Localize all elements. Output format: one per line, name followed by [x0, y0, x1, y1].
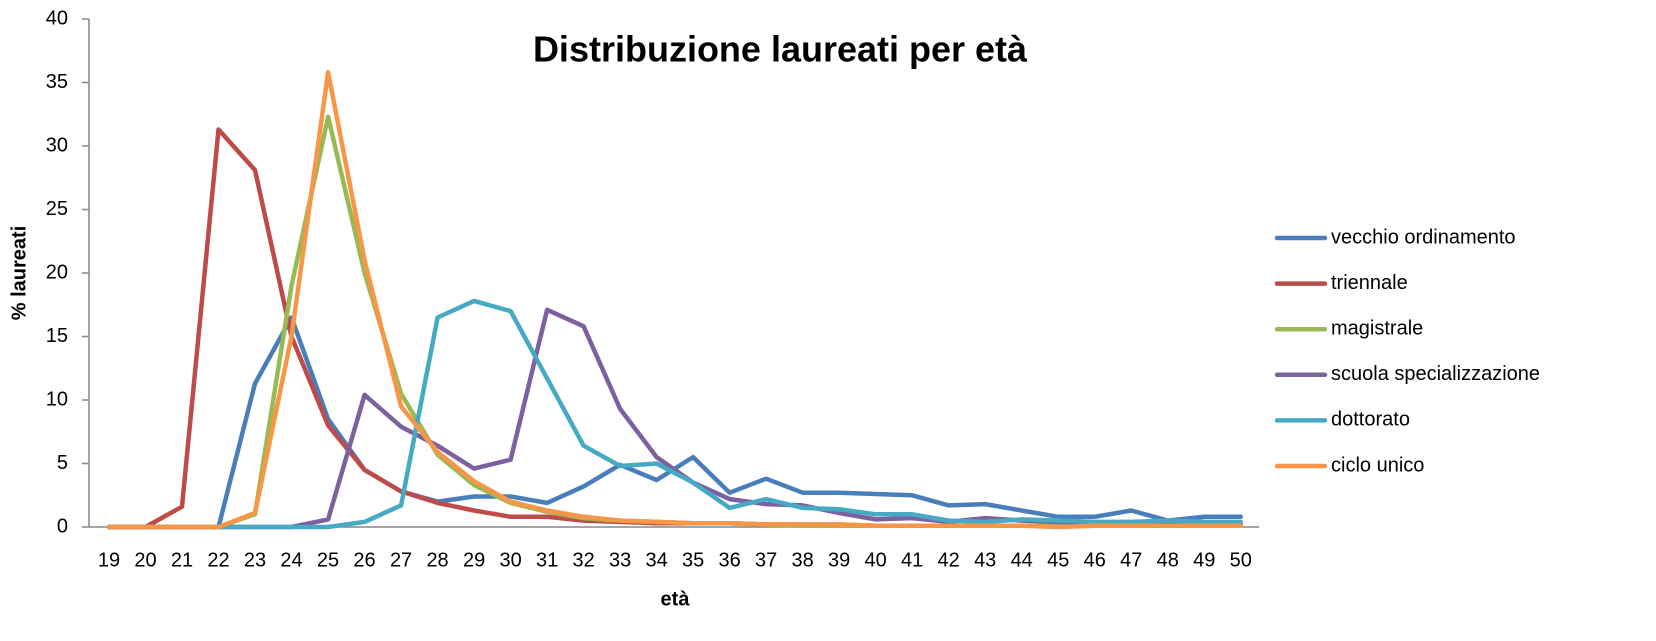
y-tick-label: 20 — [46, 261, 68, 283]
x-tick-label: 22 — [207, 549, 229, 571]
legend-label: scuola specializzazione — [1331, 363, 1540, 385]
y-tick-label: 30 — [46, 134, 68, 156]
x-tick-label: 30 — [499, 549, 521, 571]
x-tick-label: 28 — [426, 549, 448, 571]
legend-label: ciclo unico — [1331, 454, 1424, 476]
x-tick-label: 21 — [171, 549, 193, 571]
y-tick-label: 40 — [46, 7, 68, 29]
x-tick-label: 40 — [865, 549, 887, 571]
x-tick-label: 41 — [901, 549, 923, 571]
x-tick-label: 31 — [536, 549, 558, 571]
chart-title: Distribuzione laureati per età — [533, 29, 1028, 70]
data-line — [106, 114, 1243, 530]
x-tick-label: 29 — [463, 549, 485, 571]
x-tick-label: 36 — [719, 549, 741, 571]
x-tick-label: 49 — [1193, 549, 1215, 571]
x-tick-label: 25 — [317, 549, 339, 571]
x-tick-label: 23 — [244, 549, 266, 571]
x-tick-label: 34 — [645, 549, 667, 571]
data-line — [106, 315, 1243, 530]
x-tick-label: 20 — [134, 549, 156, 571]
legend-label: triennale — [1331, 272, 1408, 294]
x-tick-label: 48 — [1157, 549, 1179, 571]
x-tick-label: 46 — [1084, 549, 1106, 571]
x-tick-label: 43 — [974, 549, 996, 571]
x-tick-label: 27 — [390, 549, 412, 571]
legend-label: dottorato — [1331, 409, 1410, 431]
x-axis-title: età — [661, 588, 691, 610]
y-tick-label: 5 — [57, 452, 68, 474]
y-tick-label: 35 — [46, 71, 68, 93]
x-tick-label: 33 — [609, 549, 631, 571]
x-tick-label: 37 — [755, 549, 777, 571]
x-tick-label: 35 — [682, 549, 704, 571]
x-tick-label: 42 — [938, 549, 960, 571]
x-tick-label: 19 — [98, 549, 120, 571]
x-tick-label: 38 — [792, 549, 814, 571]
x-tick-label: 24 — [280, 549, 302, 571]
x-tick-label: 45 — [1047, 549, 1069, 571]
legend-label: vecchio ordinamento — [1331, 226, 1516, 248]
data-line — [106, 298, 1243, 530]
y-tick-label: 25 — [46, 198, 68, 220]
x-tick-label: 44 — [1011, 549, 1033, 571]
y-tick-label: 10 — [46, 388, 68, 410]
x-tick-label: 26 — [353, 549, 375, 571]
x-tick-label: 39 — [828, 549, 850, 571]
x-tick-label: 32 — [572, 549, 594, 571]
data-line — [106, 70, 1243, 530]
y-tick-label: 0 — [57, 515, 68, 537]
y-tick-label: 15 — [46, 325, 68, 347]
x-tick-label: 47 — [1120, 549, 1142, 571]
y-axis-title: % laureati — [8, 226, 30, 320]
x-tick-label: 50 — [1230, 549, 1252, 571]
legend-label: magistrale — [1331, 317, 1423, 339]
